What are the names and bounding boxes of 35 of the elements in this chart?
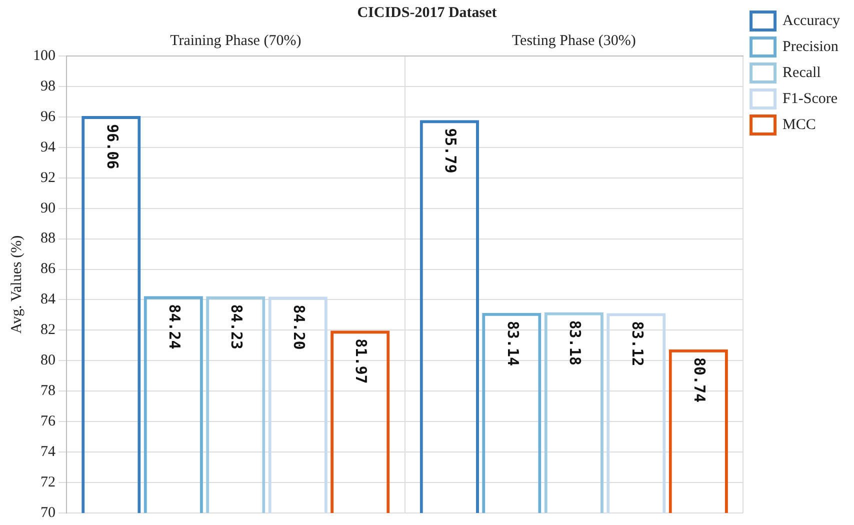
data-label: 83.12: [628, 321, 646, 366]
y-tick-label: 94: [40, 139, 56, 156]
y-tick-label: 96: [40, 108, 56, 125]
y-tick-label: 90: [40, 200, 56, 216]
legend-label: Accuracy: [782, 12, 840, 29]
data-label: 80.74: [690, 357, 708, 403]
y-tick-label: 70: [40, 504, 56, 521]
data-label: 84.20: [290, 304, 308, 350]
y-tick-label: 86: [40, 261, 56, 278]
chart-title: CICIDS-2017 Dataset: [357, 4, 497, 21]
y-tick-label: 84: [40, 292, 56, 308]
data-label: 96.06: [103, 124, 122, 170]
y-tick-label: 72: [40, 474, 56, 490]
y-tick-label: 92: [40, 170, 56, 186]
data-label: 95.79: [442, 128, 460, 174]
y-tick-label: 76: [40, 414, 56, 430]
y-tick-label: 82: [40, 322, 56, 338]
y-axis-title: Avg. Values (%): [8, 235, 25, 334]
y-tick-label: 88: [40, 230, 56, 247]
data-label: 83.14: [504, 320, 522, 366]
y-tick-label: 98: [40, 78, 56, 94]
data-label: 84.23: [228, 304, 246, 350]
legend-label: F1-Score: [782, 90, 838, 107]
y-tick-label: 78: [40, 383, 56, 400]
legend-label: Recall: [782, 64, 821, 81]
legend-label: Precision: [782, 38, 839, 55]
x-tick-label: Training Phase (70%): [170, 32, 302, 49]
data-label: 83.18: [566, 320, 584, 366]
x-tick-label: Testing Phase (30%): [512, 32, 636, 49]
data-label: 84.24: [166, 304, 184, 350]
y-tick-label: 74: [40, 444, 56, 460]
data-label: 81.97: [352, 338, 370, 384]
legend-label: MCC: [782, 116, 816, 133]
y-tick-label: 100: [33, 48, 56, 64]
y-tick-label: 80: [40, 352, 56, 369]
